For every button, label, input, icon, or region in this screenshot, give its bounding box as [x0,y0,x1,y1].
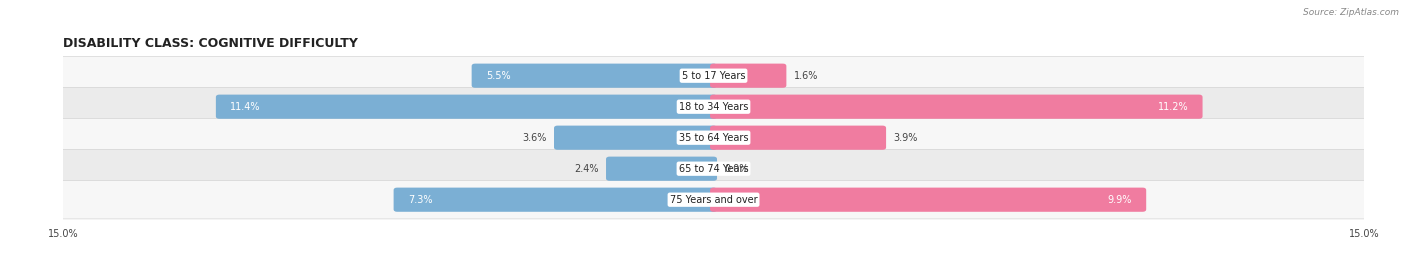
Text: 11.2%: 11.2% [1157,102,1188,112]
Text: DISABILITY CLASS: COGNITIVE DIFFICULTY: DISABILITY CLASS: COGNITIVE DIFFICULTY [63,37,359,50]
Text: 18 to 34 Years: 18 to 34 Years [679,102,748,112]
FancyBboxPatch shape [56,87,1371,126]
FancyBboxPatch shape [710,188,1146,212]
FancyBboxPatch shape [471,64,717,88]
FancyBboxPatch shape [710,126,886,150]
FancyBboxPatch shape [710,94,1202,119]
Text: 2.4%: 2.4% [574,164,599,174]
Text: 1.6%: 1.6% [794,71,818,81]
FancyBboxPatch shape [56,119,1371,157]
Text: 35 to 64 Years: 35 to 64 Years [679,133,748,143]
Text: 11.4%: 11.4% [231,102,260,112]
Text: 65 to 74 Years: 65 to 74 Years [679,164,748,174]
Text: 0.0%: 0.0% [724,164,749,174]
Text: 5.5%: 5.5% [486,71,510,81]
Text: Source: ZipAtlas.com: Source: ZipAtlas.com [1303,8,1399,17]
FancyBboxPatch shape [710,64,786,88]
FancyBboxPatch shape [56,180,1371,219]
FancyBboxPatch shape [217,94,717,119]
Text: 5 to 17 Years: 5 to 17 Years [682,71,745,81]
FancyBboxPatch shape [56,56,1371,95]
FancyBboxPatch shape [554,126,717,150]
Text: 9.9%: 9.9% [1108,195,1132,205]
Text: 75 Years and over: 75 Years and over [669,195,758,205]
Text: 3.9%: 3.9% [893,133,918,143]
FancyBboxPatch shape [606,157,717,181]
Text: 3.6%: 3.6% [522,133,547,143]
FancyBboxPatch shape [394,188,717,212]
Text: 7.3%: 7.3% [408,195,433,205]
FancyBboxPatch shape [56,150,1371,188]
